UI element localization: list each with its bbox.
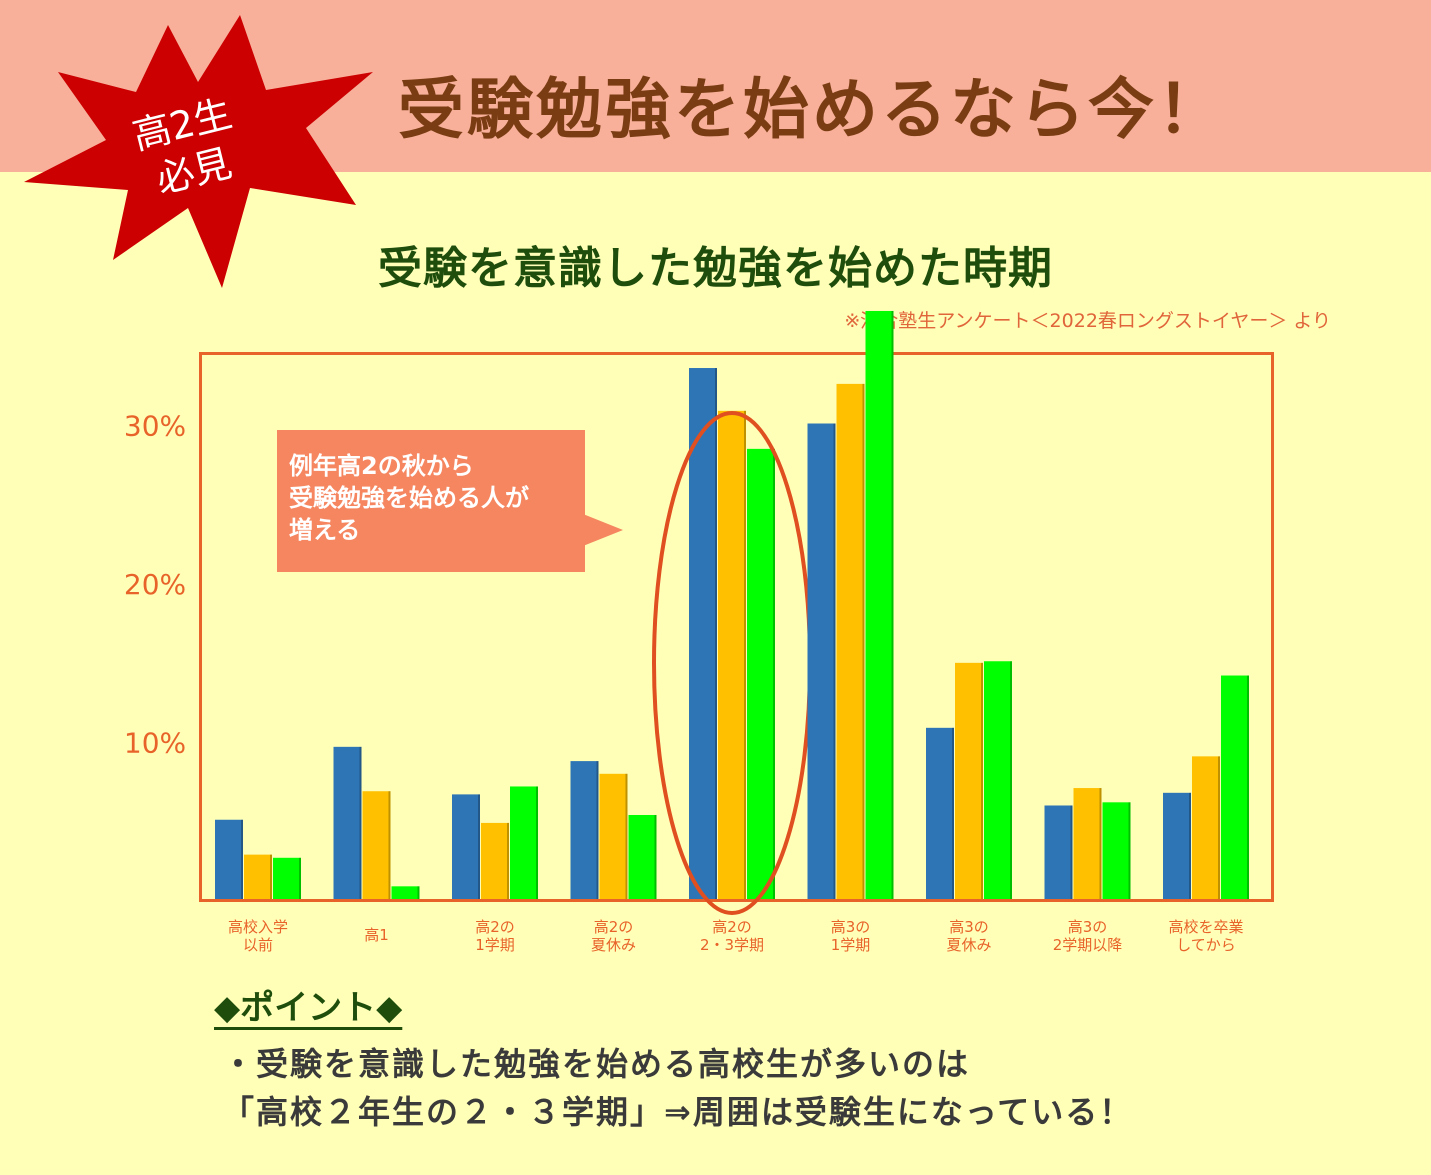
bar-shadow xyxy=(417,886,420,899)
bar-shadow xyxy=(833,423,836,899)
bar xyxy=(391,886,420,899)
x-tick-label-line: 高1 xyxy=(364,926,389,944)
bar xyxy=(599,773,628,899)
bar xyxy=(333,746,362,899)
bar-shadow xyxy=(773,448,775,899)
x-tick-label: 高2の 2・3学期 xyxy=(700,918,764,954)
bar xyxy=(836,383,865,899)
bar xyxy=(955,662,983,899)
x-tick-label-line: 高2の xyxy=(475,918,515,936)
x-tick-label-line: 1学期 xyxy=(475,936,515,954)
bar-shadow xyxy=(507,822,509,899)
bar xyxy=(807,423,836,899)
x-tick-label: 高3の 2学期以降 xyxy=(1053,918,1123,954)
chart-source: ※河合塾生アンケート＜2022春ロングストイヤー＞ より xyxy=(844,310,1331,332)
bar xyxy=(452,794,480,899)
bar xyxy=(865,310,894,900)
x-tick-label: 高2の夏休み xyxy=(591,918,636,954)
x-tick-label: 高3の夏休み xyxy=(946,918,991,954)
bar-shadow xyxy=(625,773,628,899)
x-tick-label-line: 高3の xyxy=(949,918,989,936)
bar xyxy=(628,814,657,899)
x-tick-label-line: 高校入学 xyxy=(228,918,288,936)
bar-shadow xyxy=(1099,788,1102,899)
y-tick-label: 20% xyxy=(124,568,186,601)
bar xyxy=(273,857,301,899)
bar-shadow xyxy=(536,786,538,899)
bar-shadow xyxy=(1218,756,1220,899)
bar xyxy=(984,661,1012,899)
bar-shadow xyxy=(891,310,894,900)
bar-shadow xyxy=(1010,661,1012,899)
bar xyxy=(1102,802,1131,899)
x-tick-label: 高1 xyxy=(364,926,389,944)
bar-shadow xyxy=(981,662,983,899)
x-tick-label: 高校を卒業してから xyxy=(1168,918,1243,954)
x-tick-label-line: 高校を卒業 xyxy=(1168,918,1243,936)
bar xyxy=(1073,788,1102,899)
bar xyxy=(481,822,509,899)
bar xyxy=(747,448,775,899)
page-title: 受験勉強を始めるなら今！ xyxy=(398,71,1226,148)
bar-shadow xyxy=(270,854,272,899)
x-tick-label-line: してから xyxy=(1176,936,1236,954)
callout: 例年高2の秋から 受験勉強を始める人が 増える xyxy=(277,430,627,572)
bar-shadow xyxy=(1070,805,1073,899)
x-tick-label: 高3の 1学期 xyxy=(831,918,871,954)
bar xyxy=(570,761,599,899)
x-tick-label-line: 高2の xyxy=(594,918,634,936)
chart-frame xyxy=(199,352,1274,902)
bar-shadow xyxy=(388,791,391,899)
starburst-badge-icon xyxy=(24,15,373,288)
x-tick-label-line: 夏休み xyxy=(591,936,636,954)
bar xyxy=(1163,792,1191,899)
bar xyxy=(244,854,272,899)
x-tick-label: 高2の 1学期 xyxy=(475,918,515,954)
bar-shadow xyxy=(241,819,243,899)
x-tick-label-line: 2学期以降 xyxy=(1053,936,1123,954)
callout-text: 例年高2の秋から 受験勉強を始める人が 増える xyxy=(289,452,529,544)
y-tick-label: 30% xyxy=(124,410,186,443)
bar xyxy=(718,410,746,899)
bar xyxy=(510,786,538,899)
bar-shadow xyxy=(862,383,865,899)
x-tick-label-line: 高2の xyxy=(712,918,752,936)
bar xyxy=(215,819,243,899)
chart-title: 受験を意識した勉強を始めた時期 xyxy=(378,243,1053,294)
bar-shadow xyxy=(299,857,301,899)
y-tick-label: 10% xyxy=(124,727,186,760)
bar xyxy=(362,791,391,899)
bar-shadow xyxy=(596,761,599,899)
callout-pointer-icon xyxy=(583,514,623,546)
bar-shadow xyxy=(1247,675,1249,899)
bar-shadow xyxy=(654,814,657,899)
points-body: ・受験を意識した勉強を始める高校生が多いのは 「高校２年生の２・３学期」⇒周囲は… xyxy=(222,1045,1134,1131)
bar-shadow xyxy=(1128,802,1131,899)
x-tick-label-line: 高3の xyxy=(831,918,871,936)
bar xyxy=(926,727,954,899)
bar-shadow xyxy=(744,410,746,899)
callout-box xyxy=(277,430,585,572)
x-tick-label-line: 2・3学期 xyxy=(700,936,764,954)
points-heading: ◆ポイント◆ xyxy=(214,988,403,1028)
x-tick-label-line: 夏休み xyxy=(946,936,991,954)
bar-shadow xyxy=(715,368,717,899)
bar xyxy=(1044,805,1073,899)
bar-shadow xyxy=(952,727,954,899)
bar-shadow xyxy=(1189,792,1191,899)
x-tick-label-line: 高3の xyxy=(1068,918,1108,936)
x-tick-label-line: 1学期 xyxy=(831,936,871,954)
bar-shadow xyxy=(478,794,480,899)
bar-shadow xyxy=(359,746,362,899)
bar xyxy=(1221,675,1249,899)
x-tick-label-line: 以前 xyxy=(243,936,273,954)
bar xyxy=(689,368,717,899)
x-tick-label: 高校入学以前 xyxy=(228,918,288,954)
bar xyxy=(1192,756,1220,899)
